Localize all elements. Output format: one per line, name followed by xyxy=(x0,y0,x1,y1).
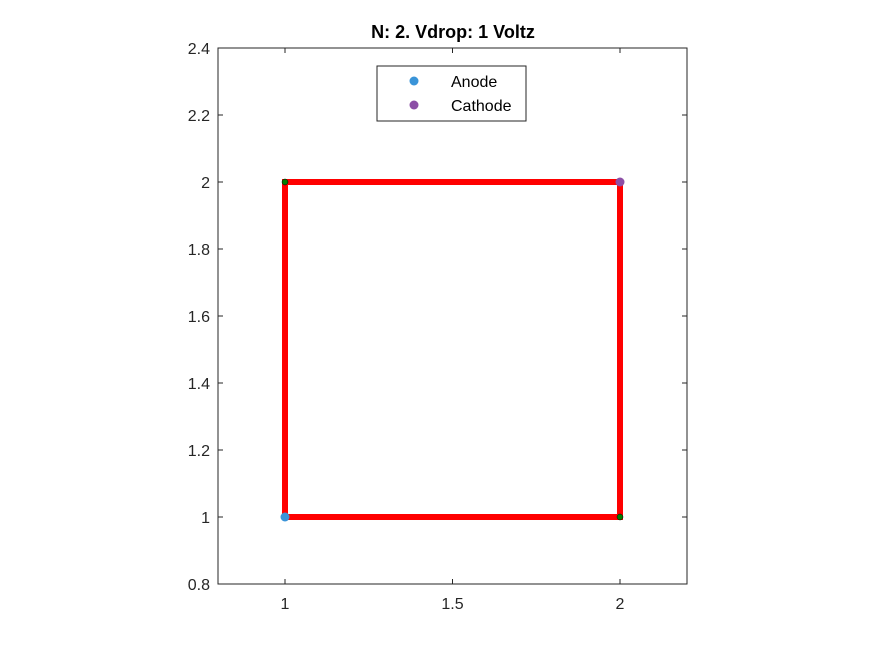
y-tick-label: 1.8 xyxy=(188,242,210,259)
y-tick-label: 2 xyxy=(201,175,210,192)
series-point-cathode xyxy=(615,177,625,187)
x-tick-label: 2 xyxy=(616,596,625,613)
y-tick-label: 1 xyxy=(201,510,210,527)
legend-marker-cathode xyxy=(409,100,419,110)
chart-title: N: 2. Vdrop: 1 Voltz xyxy=(371,22,535,42)
x-tick-label: 1.5 xyxy=(441,596,463,613)
legend-entry-cathode: Cathode xyxy=(451,98,512,115)
legend-entry-anode: Anode xyxy=(451,74,497,91)
y-tick-label: 2.4 xyxy=(188,41,210,58)
plot-area: 1 1.5 2 0.8 1 1.2 1.4 1.6 1.8 2 2.2 2.4 Anode Cathode xyxy=(188,41,688,613)
y-tick-label: 1.6 xyxy=(188,309,210,326)
y-tick-label: 0.8 xyxy=(188,577,210,594)
legend-box xyxy=(376,65,527,122)
y-tick-label: 2.2 xyxy=(188,108,210,125)
y-tick-label: 1.2 xyxy=(188,443,210,460)
axes-box xyxy=(217,47,688,585)
legend: Anode Cathode xyxy=(376,65,527,122)
node-marker xyxy=(281,178,289,186)
series-point-anode xyxy=(280,512,290,522)
x-tick-label: 1 xyxy=(281,596,290,613)
legend-marker-anode xyxy=(409,76,419,86)
node-marker xyxy=(616,513,624,521)
y-tick-label: 1.4 xyxy=(188,376,210,393)
